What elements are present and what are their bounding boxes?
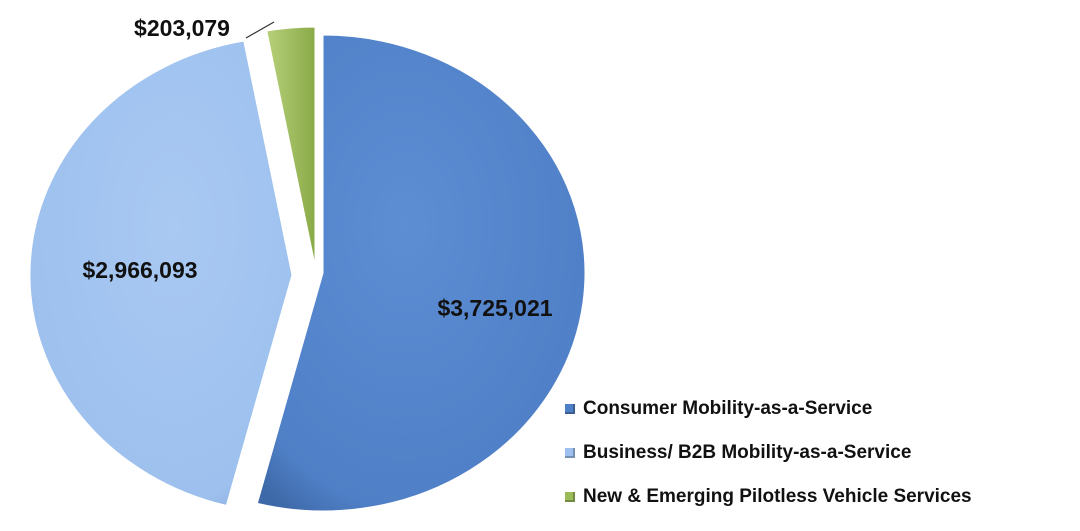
leader-line [245,21,275,39]
legend-swatch-consumer [565,404,575,414]
legend-item-pilotless: New & Emerging Pilotless Vehicle Service… [565,486,972,508]
data-label-pilotless: $203,079 [134,15,230,41]
pie-slice-consumer [256,34,586,512]
legend-item-consumer: Consumer Mobility-as-a-Service [565,398,972,420]
pie-slice-business [29,40,293,507]
legend-swatch-business [565,448,575,458]
legend: Consumer Mobility-as-a-Service Business/… [565,398,972,530]
legend-label-consumer: Consumer Mobility-as-a-Service [583,398,873,419]
legend-label-business: Business/ B2B Mobility-as-a-Service [583,442,912,463]
legend-label-pilotless: New & Emerging Pilotless Vehicle Service… [583,486,972,507]
data-label-business: $2,966,093 [82,257,197,283]
legend-item-business: Business/ B2B Mobility-as-a-Service [565,442,972,464]
pie-slice-pilotless [266,26,316,266]
data-label-consumer: $3,725,021 [437,295,552,321]
legend-swatch-pilotless [565,492,575,502]
